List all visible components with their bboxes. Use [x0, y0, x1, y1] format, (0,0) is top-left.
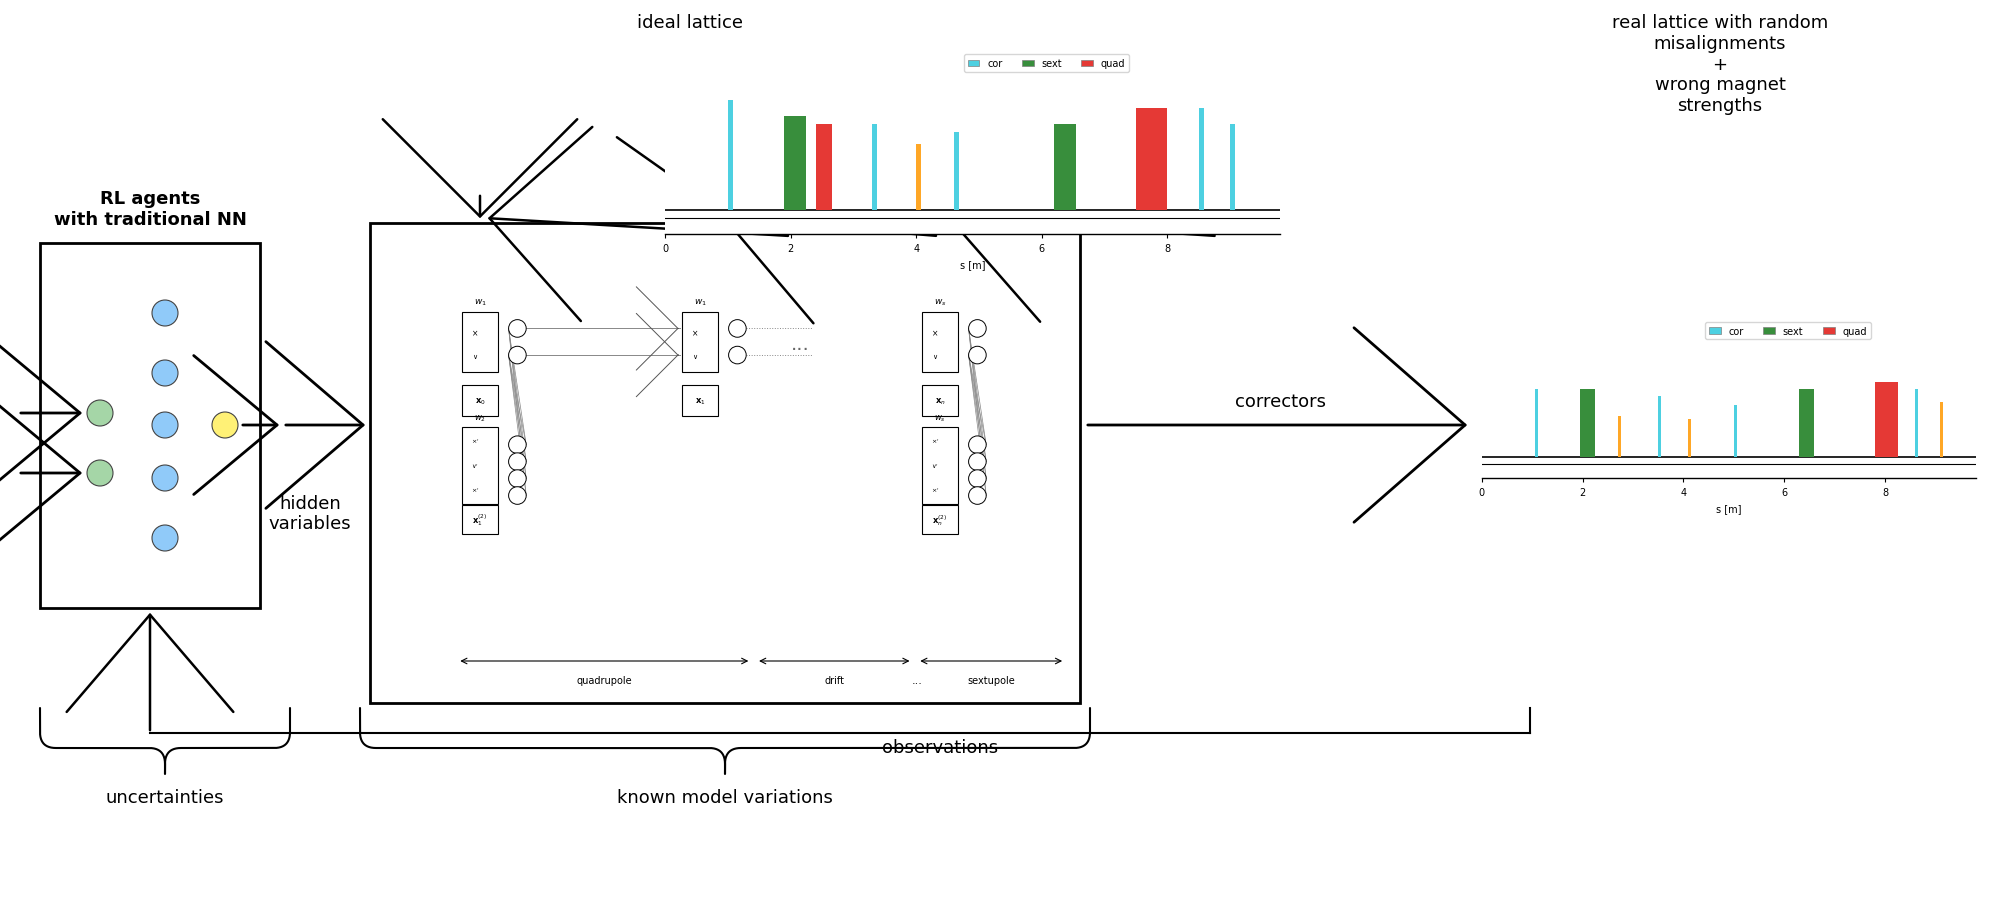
Text: $\mathbf{x}_1$: $\mathbf{x}_1$	[696, 396, 706, 406]
Circle shape	[508, 453, 526, 471]
Text: $\times$: $\times$	[472, 329, 478, 338]
Bar	[1689, 420, 1691, 458]
Bar	[1939, 403, 1943, 458]
Bar	[873, 125, 877, 211]
Bar	[1135, 109, 1167, 211]
Bar	[816, 125, 831, 211]
Circle shape	[87, 461, 113, 487]
Circle shape	[508, 436, 526, 454]
Bar	[462, 427, 498, 505]
Text: $w_s$: $w_s$	[933, 413, 946, 424]
Bar	[1734, 405, 1736, 458]
Circle shape	[508, 321, 526, 338]
Legend: cor, sext, quad: cor, sext, quad	[1706, 322, 1871, 340]
Bar	[681, 386, 718, 416]
Text: $\vee'$: $\vee'$	[931, 461, 939, 470]
Bar	[923, 506, 958, 535]
Bar	[462, 506, 498, 535]
Bar	[1617, 417, 1621, 458]
Text: $\times'$: $\times'$	[931, 437, 939, 446]
Circle shape	[508, 470, 526, 488]
Bar	[1875, 382, 1897, 458]
Circle shape	[212, 413, 238, 439]
Text: $\vee'$: $\vee'$	[472, 461, 480, 470]
X-axis label: s [m]: s [m]	[1716, 503, 1742, 513]
Bar	[784, 117, 806, 211]
Bar	[728, 101, 734, 211]
Bar	[954, 133, 960, 211]
Text: sextupole: sextupole	[968, 675, 1016, 685]
Text: $\mathbf{x}_n^{(2)}$: $\mathbf{x}_n^{(2)}$	[931, 513, 948, 527]
Bar	[1534, 389, 1538, 458]
Bar	[923, 312, 958, 373]
Text: ideal lattice: ideal lattice	[637, 14, 744, 32]
Bar	[681, 312, 718, 373]
Bar	[1200, 109, 1204, 211]
Bar	[462, 312, 498, 373]
Circle shape	[508, 488, 526, 505]
Text: $\vee$: $\vee$	[931, 351, 937, 360]
Text: $w_2$: $w_2$	[474, 413, 486, 424]
Circle shape	[151, 465, 177, 491]
Bar	[40, 244, 260, 609]
Text: $\times'$: $\times'$	[472, 437, 480, 446]
Text: $\times'$: $\times'$	[931, 487, 939, 495]
Text: observations: observations	[881, 738, 998, 756]
Bar	[915, 145, 921, 211]
Text: $w_1$: $w_1$	[694, 298, 706, 308]
Circle shape	[968, 436, 986, 454]
Text: quadrupole: quadrupole	[577, 675, 633, 685]
Bar	[371, 224, 1081, 703]
Circle shape	[968, 488, 986, 505]
Text: hidden
variables: hidden variables	[268, 494, 351, 533]
Text: ...: ...	[911, 675, 923, 685]
Text: $\times$: $\times$	[931, 329, 939, 338]
Text: RL agents
with traditional NN: RL agents with traditional NN	[54, 190, 246, 228]
Text: drift: drift	[825, 675, 845, 685]
Circle shape	[968, 347, 986, 365]
Text: $\mathbf{x}_1^{(2)}$: $\mathbf{x}_1^{(2)}$	[472, 512, 488, 528]
Circle shape	[728, 347, 746, 365]
Bar	[923, 427, 958, 505]
Bar	[1054, 125, 1077, 211]
Text: $\vee$: $\vee$	[691, 351, 698, 360]
Circle shape	[151, 301, 177, 327]
Text: correctors: correctors	[1234, 393, 1325, 411]
Bar	[1581, 389, 1595, 458]
Text: known model variations: known model variations	[617, 788, 833, 806]
Text: ...: ...	[790, 334, 808, 353]
Bar	[1915, 389, 1919, 458]
Text: $\times$: $\times$	[691, 329, 700, 338]
Circle shape	[968, 453, 986, 471]
Text: $\mathbf{x}_0$: $\mathbf{x}_0$	[474, 396, 486, 406]
Circle shape	[151, 360, 177, 386]
Text: $\vee$: $\vee$	[472, 351, 478, 360]
Bar	[462, 386, 498, 416]
Text: $\times'$: $\times'$	[472, 487, 480, 495]
Text: $w_1$: $w_1$	[474, 298, 486, 308]
Circle shape	[508, 347, 526, 365]
Circle shape	[728, 321, 746, 338]
Circle shape	[87, 401, 113, 426]
Bar	[1657, 396, 1661, 458]
Circle shape	[151, 413, 177, 439]
Bar	[1230, 125, 1236, 211]
X-axis label: s [m]: s [m]	[960, 259, 986, 269]
Circle shape	[968, 321, 986, 338]
Circle shape	[151, 526, 177, 552]
Bar	[1798, 389, 1814, 458]
Circle shape	[968, 470, 986, 488]
Text: $\mathbf{x}_n$: $\mathbf{x}_n$	[935, 396, 946, 406]
Bar	[923, 386, 958, 416]
Legend: cor, sext, quad: cor, sext, quad	[964, 55, 1129, 73]
Text: uncertainties: uncertainties	[105, 788, 224, 806]
Text: $w_s$: $w_s$	[933, 298, 946, 308]
Text: real lattice with random
misalignments
+
wrong magnet
strengths: real lattice with random misalignments +…	[1613, 14, 1829, 115]
